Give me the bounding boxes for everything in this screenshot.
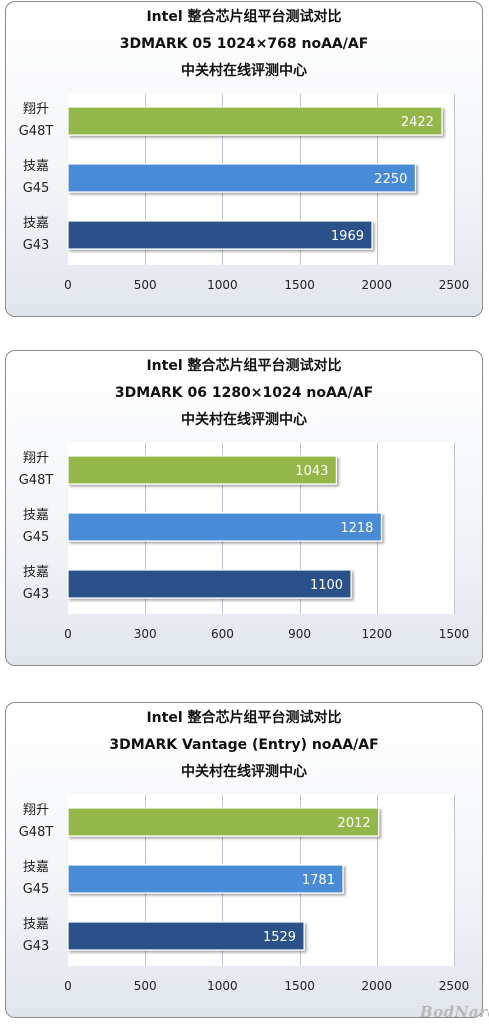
x-tick-label: 2000	[361, 278, 393, 292]
category-label: 技嘉 G43	[8, 213, 64, 257]
bar	[67, 512, 383, 542]
chart-subtitle: 3DMARK 05 1024×768 noAA/AF	[119, 36, 369, 52]
chart-titles: Intel 整合芯片组平台测试对比 3DMARK 05 1024×768 noAA…	[6, 4, 482, 85]
x-tick-label: 1000	[207, 278, 238, 292]
x-tick-label: 2500	[438, 979, 470, 993]
chart-titles: Intel 整合芯片组平台测试对比 3DMARK Vantage (Entry) …	[6, 705, 482, 786]
chart-svg: 2012 1781 1529	[67, 795, 455, 966]
bar	[67, 864, 344, 894]
chart-titles: Intel 整合芯片组平台测试对比 3DMARK 06 1280×1024 noA…	[6, 353, 482, 434]
category-label-line2: G48T	[18, 473, 54, 488]
x-tick-label: 1200	[361, 627, 393, 641]
bar-value-label: 1529	[263, 930, 296, 945]
x-tick-label: 1500	[284, 979, 315, 993]
x-tick-label: 1500	[284, 278, 315, 292]
x-tick-label: 500	[133, 979, 157, 993]
x-tick-label: 0	[64, 979, 72, 993]
bar-value-label: 1100	[310, 578, 343, 593]
x-tick-label: 1500	[438, 627, 470, 641]
bar	[67, 807, 380, 837]
x-tick-label: 300	[133, 627, 157, 641]
chart-title: Intel 整合芯片组平台测试对比	[146, 358, 342, 374]
category-label: 技嘉 G43	[8, 562, 64, 606]
category-label-line1: 技嘉	[22, 508, 49, 523]
bar-value-label: 1969	[331, 229, 364, 244]
bar-value-label: 1781	[302, 873, 335, 888]
chart-subtitle: 3DMARK 06 1280×1024 noAA/AF	[114, 385, 374, 401]
x-tick-label: 900	[288, 627, 312, 641]
category-label-line1: 翔升	[22, 102, 49, 117]
category-label-line1: 翔升	[22, 803, 49, 818]
bar-value-label: 1218	[340, 521, 373, 536]
category-label-line1: 技嘉	[22, 917, 49, 932]
category-label-line2: G45	[22, 882, 50, 897]
chart-panel: Intel 整合芯片组平台测试对比 3DMARK Vantage (Entry) …	[5, 702, 483, 1018]
x-tick-label: 600	[210, 627, 234, 641]
category-label-line2: G48T	[18, 825, 54, 840]
plot-area: 2422 2250 1969	[67, 94, 455, 265]
category-label-line1: 技嘉	[22, 159, 49, 174]
bar	[67, 106, 443, 136]
category-label-line1: 技嘉	[22, 216, 49, 231]
chart-title: Intel 整合芯片组平台测试对比	[146, 9, 342, 25]
x-tick-label: 2000	[361, 979, 393, 993]
bar	[67, 569, 352, 599]
x-tick-label: 0	[64, 627, 72, 641]
category-label: 技嘉 G45	[8, 156, 64, 200]
category-label-line2: G43	[22, 587, 50, 602]
category-label: 翔升 G48T	[8, 800, 64, 844]
chart-source: 中关村在线评测中心	[181, 764, 307, 780]
category-label-line2: G43	[22, 238, 50, 253]
chart-panel: Intel 整合芯片组平台测试对比 3DMARK 05 1024×768 noAA…	[5, 1, 483, 317]
bar-value-label: 2250	[374, 172, 407, 187]
bar-value-label: 2012	[338, 816, 371, 831]
category-label: 技嘉 G45	[8, 505, 64, 549]
chart-svg: 1043 1218 1100	[67, 443, 455, 614]
bar-value-label: 2422	[401, 115, 434, 130]
chart-source: 中关村在线评测中心	[181, 63, 307, 79]
category-label: 翔升 G48T	[8, 448, 64, 492]
plot-area: 2012 1781 1529	[67, 795, 455, 966]
category-label: 技嘉 G43	[8, 914, 64, 958]
category-label: 技嘉 G45	[8, 857, 64, 901]
category-label-line2: G48T	[18, 124, 54, 139]
bar	[67, 455, 337, 485]
category-label: 翔升 G48T	[8, 99, 64, 143]
x-tick-label: 0	[64, 278, 72, 292]
chart-title: Intel 整合芯片组平台测试对比	[146, 710, 342, 726]
bar-value-label: 1043	[295, 464, 328, 479]
chart-source: 中关村在线评测中心	[181, 412, 307, 428]
bar	[67, 220, 373, 250]
plot-area: 1043 1218 1100	[67, 443, 455, 614]
bar	[67, 921, 305, 951]
x-tick-label: 1000	[207, 979, 238, 993]
category-label-line1: 技嘉	[22, 565, 49, 580]
x-tick-label: 2500	[438, 278, 470, 292]
category-label-line1: 技嘉	[22, 860, 49, 875]
chart-panel: Intel 整合芯片组平台测试对比 3DMARK 06 1280×1024 noA…	[5, 350, 483, 666]
category-label-line2: G45	[22, 530, 50, 545]
bar	[67, 163, 416, 193]
category-label-line2: G43	[22, 939, 50, 954]
category-label-line1: 翔升	[22, 451, 49, 466]
category-label-line2: G45	[22, 181, 50, 196]
chart-subtitle: 3DMARK Vantage (Entry) noAA/AF	[109, 737, 379, 753]
x-tick-label: 500	[133, 278, 157, 292]
watermark: BodNara	[420, 1003, 489, 1021]
chart-svg: 2422 2250 1969	[67, 94, 455, 265]
